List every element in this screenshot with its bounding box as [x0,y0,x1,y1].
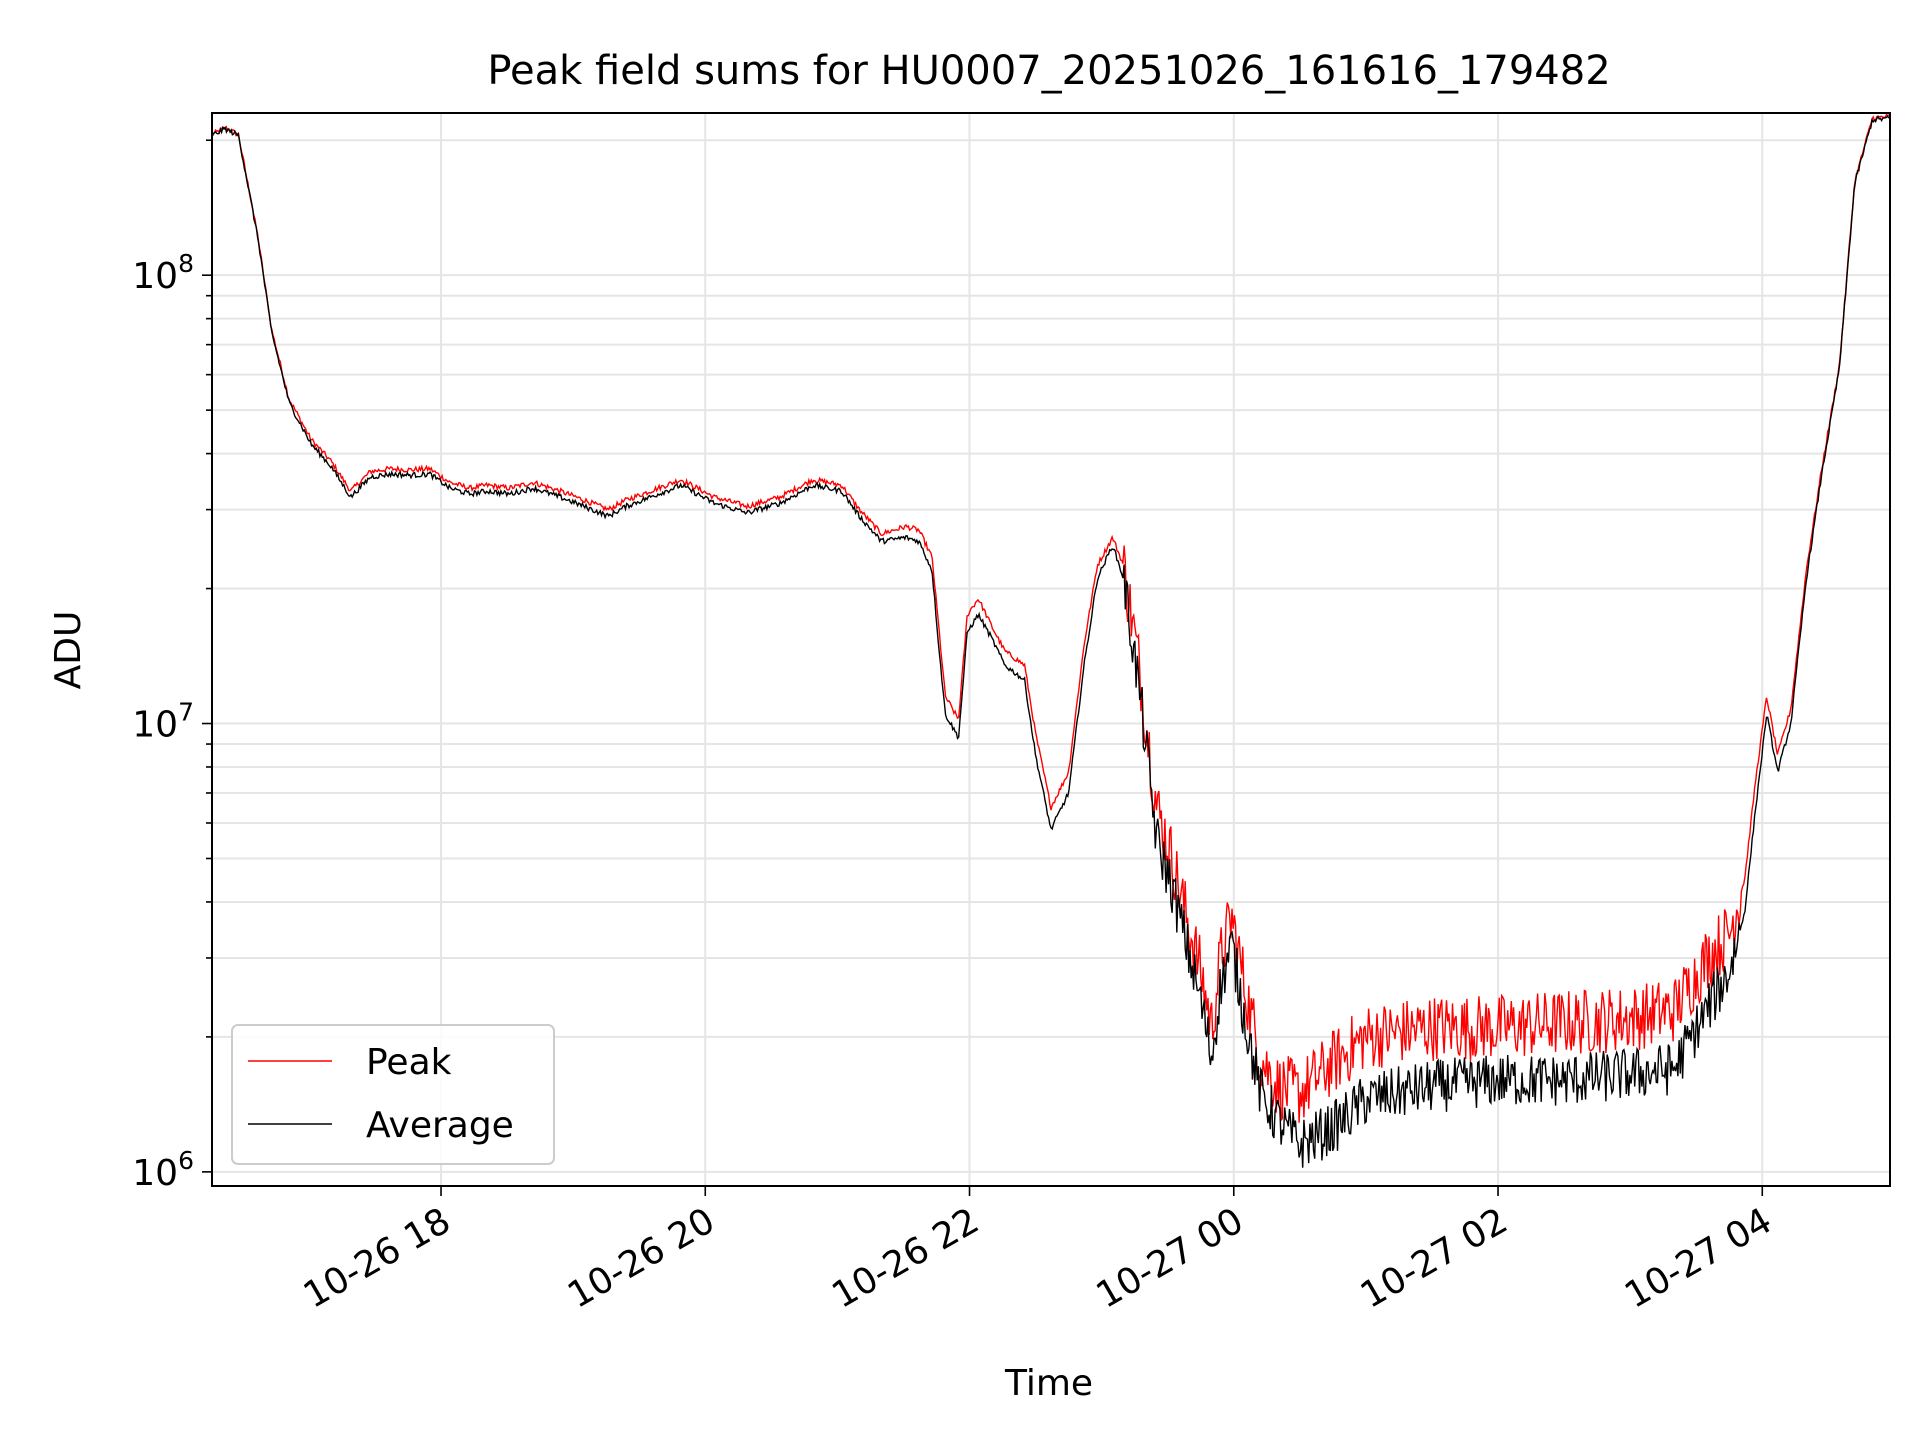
series-line-peak [212,113,1890,1123]
series-layer [212,113,1890,1168]
legend-label-peak: Peak [366,1042,452,1083]
y-tick-label: 106 [132,1146,194,1194]
y-axis-label: ADU [48,611,89,690]
legend: Peak Average [231,1024,555,1165]
legend-box [231,1024,555,1165]
y-tick-label: 108 [132,249,194,297]
x-axis-label: Time [1004,1363,1093,1404]
series-line-average [212,114,1890,1168]
y-tick-label: 107 [132,698,194,746]
grid [212,113,1890,1186]
chart-title: Peak field sums for HU0007_20251026_1616… [487,48,1610,94]
legend-label-average: Average [366,1105,514,1146]
plot-frame [211,112,1891,1187]
